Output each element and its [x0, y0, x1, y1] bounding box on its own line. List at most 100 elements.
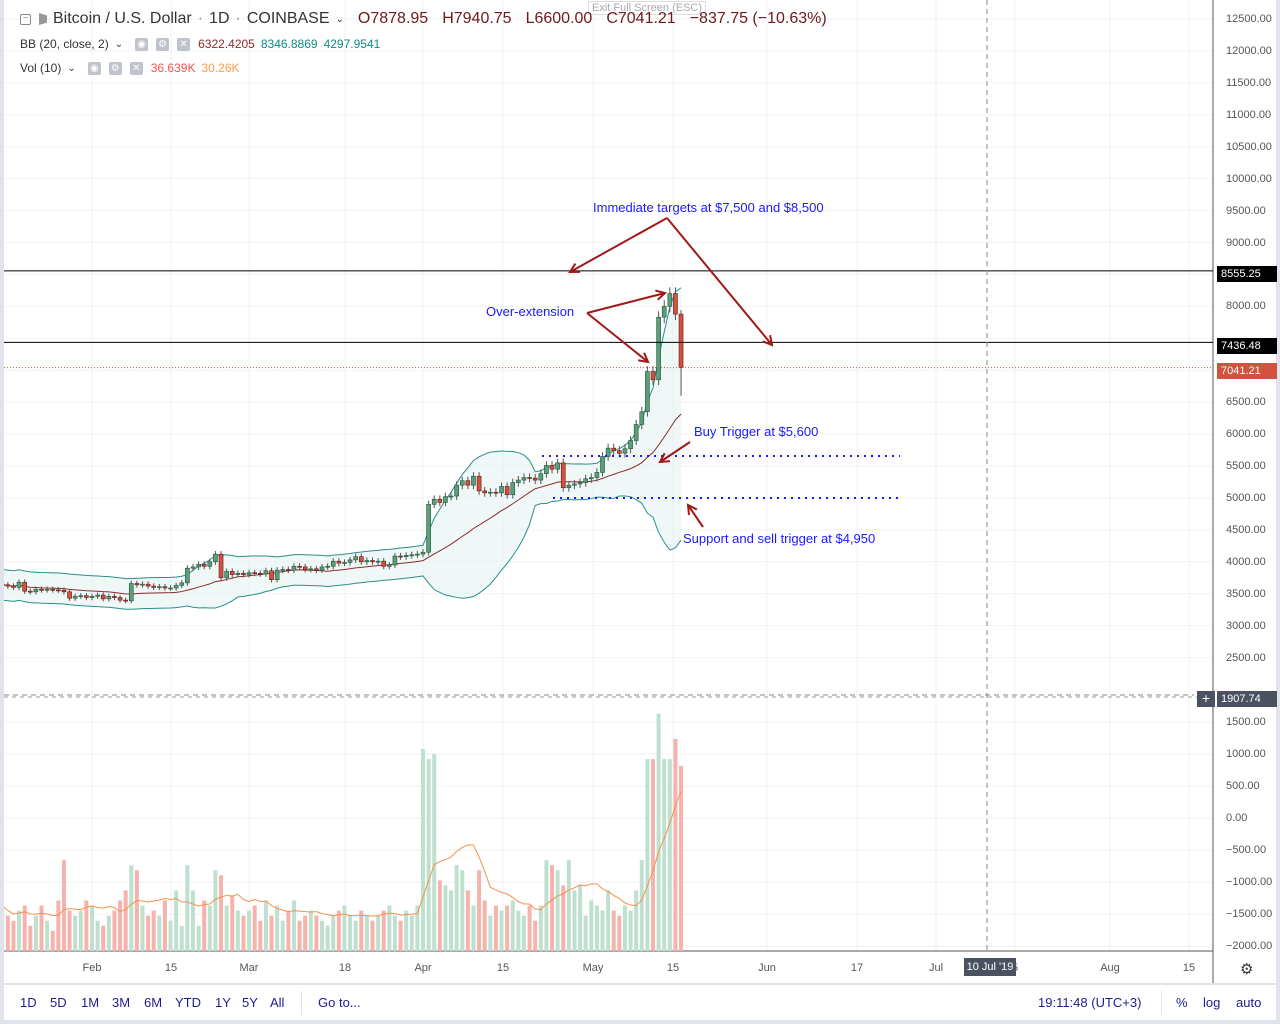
price-tick: 12500.00 [1226, 13, 1272, 25]
chevron-down-icon[interactable]: ⌄ [67, 62, 76, 74]
range-5y[interactable]: 5Y [242, 995, 258, 1010]
annotation-arrow [586, 292, 666, 314]
candle-down [437, 498, 443, 503]
volume-bar [84, 900, 89, 951]
volume-bar [325, 925, 330, 951]
range-1m[interactable]: 1M [81, 995, 100, 1010]
range-1y[interactable]: 1Y [215, 995, 231, 1010]
chevron-down-icon[interactable]: ⌄ [114, 38, 124, 50]
candle-up [392, 555, 398, 566]
volume-bar [269, 915, 274, 951]
volume-bar [387, 905, 392, 951]
volume-bar [426, 759, 431, 951]
candle-up [140, 583, 145, 586]
goto-button[interactable]: Go to... [318, 995, 361, 1010]
bb-label[interactable]: BB (20, close, 2) [20, 37, 109, 51]
range-6m[interactable]: 6M [144, 995, 163, 1010]
candle-down [123, 599, 128, 602]
volume-bar [303, 915, 308, 951]
price-tick: 10500.00 [1226, 140, 1272, 153]
bottom-toolbar: 1D 5D 1M 3M 6M YTD 1Y 5Y All Go to... 19… [4, 983, 1276, 1022]
time-tick: 15 [666, 962, 680, 974]
volume-bar [460, 870, 465, 951]
candle-down [482, 490, 488, 494]
candle-up [605, 447, 611, 457]
candle-up [443, 496, 448, 503]
eye-icon[interactable]: ◉ [135, 37, 149, 51]
auto-toggle[interactable]: auto [1236, 995, 1262, 1010]
range-5d[interactable]: 5D [50, 995, 67, 1010]
candle-up [280, 569, 286, 571]
percent-toggle[interactable]: % [1176, 995, 1188, 1010]
range-3m[interactable]: 3M [112, 995, 131, 1010]
volume-bar [538, 905, 543, 951]
volume-bar [151, 910, 156, 951]
close-icon[interactable]: ✕ [177, 37, 191, 51]
annotation-overextension[interactable]: Over-extension [486, 304, 575, 319]
symbol-name[interactable]: Bitcoin / U.S. Dollar [53, 10, 192, 27]
volume-bar [123, 890, 128, 951]
volume-bar [5, 915, 10, 951]
volume-bar [454, 865, 459, 951]
log-toggle[interactable]: log [1203, 995, 1221, 1010]
volume-bar [17, 910, 22, 951]
price-tick: 12000.00 [1226, 44, 1272, 57]
low-value: L6600.00 [525, 10, 593, 27]
volume-bar [679, 765, 684, 951]
annotation-support[interactable]: Support and sell trigger at $4,950 [683, 531, 876, 546]
candle-up [44, 588, 50, 591]
candle-up [420, 551, 426, 555]
eye-icon[interactable]: ◉ [87, 61, 101, 75]
vol-label[interactable]: Vol (10) [20, 61, 62, 75]
collapse-icon[interactable]: − [20, 13, 31, 25]
candle-up [622, 448, 628, 454]
candle-down [84, 595, 89, 598]
volume-bar [449, 890, 454, 951]
arrow-head-icon [637, 352, 650, 364]
price-tick: 10000.00 [1226, 172, 1272, 185]
volume-bar [639, 860, 644, 951]
candle-down [370, 560, 375, 563]
volume-bar [67, 910, 72, 951]
candle-down [56, 589, 61, 592]
candle-up [291, 565, 297, 571]
open-value: O7878.95 [357, 10, 429, 27]
volume-bar [499, 910, 504, 951]
candle-up [387, 564, 392, 567]
candle-up [308, 568, 314, 571]
gear-icon[interactable]: ⚙ [156, 37, 170, 51]
time-tick: Jul [928, 962, 944, 974]
volume-bar [258, 920, 263, 951]
volume-bar [634, 890, 639, 951]
chart-canvas[interactable] [4, 0, 1276, 983]
range-1d[interactable]: 1D [20, 995, 37, 1010]
volume-bar [465, 890, 470, 951]
candle-down [336, 560, 342, 564]
candle-down [112, 595, 117, 598]
interval[interactable]: 1D [209, 10, 230, 27]
settings-icon[interactable]: ⚙ [1240, 961, 1254, 978]
candle-up [555, 462, 560, 470]
range-all[interactable]: All [270, 995, 285, 1010]
price-tick: 8000.00 [1226, 300, 1266, 313]
volume-bar [140, 905, 145, 951]
close-icon[interactable]: ✕ [129, 61, 143, 75]
candle-up [488, 491, 493, 494]
crosshair-date: 10 Jul '19 [964, 958, 1016, 976]
annotation-targets[interactable]: Immediate targets at $7,500 and $8,500 [593, 200, 824, 215]
plus-icon[interactable]: + [1197, 691, 1215, 707]
volume-bar [342, 905, 347, 951]
flag-icon[interactable] [39, 13, 47, 25]
gear-icon[interactable]: ⚙ [108, 61, 122, 75]
chevron-down-icon[interactable]: ⌄ [335, 13, 344, 25]
exchange[interactable]: COINBASE [246, 10, 330, 27]
volume-bar [667, 759, 672, 951]
annotation-buy-trigger[interactable]: Buy Trigger at $5,600 [694, 424, 819, 439]
range-ytd[interactable]: YTD [175, 995, 201, 1010]
price-tag-last: 7041.21 [1217, 363, 1277, 379]
candle-up [459, 480, 465, 486]
candle-up [661, 306, 667, 318]
candle-down [145, 583, 151, 587]
volume-bar [376, 915, 381, 951]
annotation-arrow [687, 504, 704, 528]
